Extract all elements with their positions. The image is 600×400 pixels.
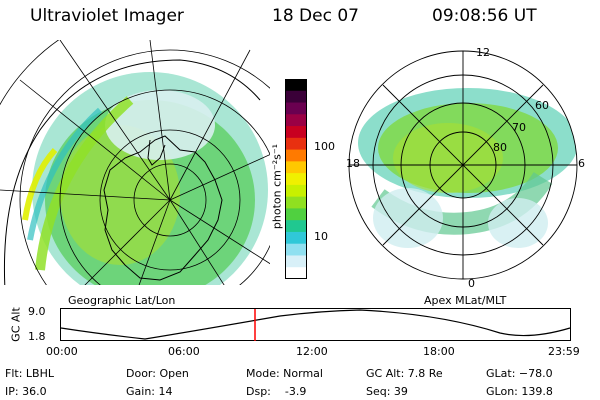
instrument-title: Ultraviolet Imager bbox=[30, 6, 184, 26]
info-glon: GLon: 139.8 bbox=[486, 385, 553, 398]
mlat-label-80: 80 bbox=[493, 141, 507, 154]
colorbar-segment bbox=[285, 220, 307, 233]
magnetic-image bbox=[348, 50, 578, 280]
date-label: 18 Dec 07 bbox=[272, 6, 359, 26]
colorbar-segment bbox=[285, 114, 307, 127]
altitude-xtick-1200: 12:00 bbox=[296, 345, 328, 358]
info-door: Door: Open bbox=[126, 367, 189, 380]
colorbar-unit-label: photon cm⁻²s⁻¹ bbox=[270, 143, 284, 230]
info-filter: Flt: LBHL bbox=[5, 367, 54, 380]
colorbar-segment bbox=[285, 102, 307, 115]
mlat-label-70: 70 bbox=[512, 121, 526, 134]
colorbar-segment bbox=[285, 90, 307, 104]
altitude-xtick-0600: 06:00 bbox=[168, 345, 200, 358]
geo-panel-title: Geographic Lat/Lon bbox=[68, 294, 176, 307]
info-gc-alt: GC Alt: 7.8 Re bbox=[366, 367, 443, 380]
colorbar-segment bbox=[285, 184, 307, 198]
mlat-label-60: 60 bbox=[535, 99, 549, 112]
altitude-xtick-0000: 00:00 bbox=[46, 345, 78, 358]
time-label: 09:08:56 UT bbox=[432, 6, 537, 26]
info-seq: Seq: 39 bbox=[366, 385, 408, 398]
colorbar-segment bbox=[285, 161, 307, 174]
colorbar-segment bbox=[285, 126, 307, 139]
colorbar-tick-10: 10 bbox=[314, 230, 328, 243]
colorbar-segment bbox=[285, 173, 307, 186]
mlt-label-18: 18 bbox=[346, 157, 360, 170]
info-ip: IP: 36.0 bbox=[5, 385, 47, 398]
colorbar-segment bbox=[285, 79, 307, 92]
colorbar-segment bbox=[285, 255, 307, 268]
mlt-label-6: 6 bbox=[578, 157, 585, 170]
colorbar-segment bbox=[285, 149, 307, 162]
info-mode: Mode: Normal bbox=[246, 367, 323, 380]
altitude-xtick-1800: 18:00 bbox=[423, 345, 455, 358]
info-glat: GLat: −78.0 bbox=[486, 367, 553, 380]
mlt-label-0: 0 bbox=[468, 277, 475, 290]
colorbar bbox=[285, 79, 307, 279]
altitude-ytick-9: 9.0 bbox=[28, 305, 46, 318]
colorbar-segment bbox=[285, 137, 307, 151]
mlt-label-12: 12 bbox=[476, 46, 490, 59]
info-gain: Gain: 14 bbox=[126, 385, 173, 398]
colorbar-segment bbox=[285, 196, 307, 209]
colorbar-segment bbox=[285, 243, 307, 256]
altitude-xtick-2359: 23:59 bbox=[548, 345, 580, 358]
geographic-image bbox=[0, 40, 270, 285]
info-dsp: Dsp: -3.9 bbox=[246, 385, 307, 398]
altitude-ytick-1-8: 1.8 bbox=[28, 330, 46, 343]
colorbar-tick-100: 100 bbox=[314, 140, 335, 153]
colorbar-segment bbox=[285, 231, 307, 245]
altitude-ylabel: GC Alt bbox=[9, 307, 23, 342]
colorbar-segment bbox=[285, 208, 307, 221]
mag-panel-title: Apex MLat/MLT bbox=[424, 294, 507, 307]
altitude-plot bbox=[60, 308, 571, 341]
colorbar-segment bbox=[285, 267, 307, 279]
